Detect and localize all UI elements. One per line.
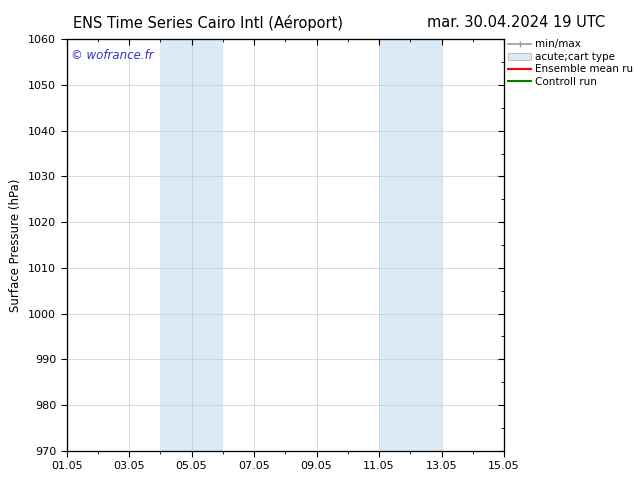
Legend: min/max, acute;cart type, Ensemble mean run, Controll run: min/max, acute;cart type, Ensemble mean … [508,39,634,87]
Text: mar. 30.04.2024 19 UTC: mar. 30.04.2024 19 UTC [427,15,605,30]
Text: ENS Time Series Cairo Intl (Aéroport): ENS Time Series Cairo Intl (Aéroport) [73,15,343,31]
Bar [379,39,441,451]
Text: © wofrance.fr: © wofrance.fr [71,49,153,63]
Y-axis label: Surface Pressure (hPa): Surface Pressure (hPa) [10,178,22,312]
Bar [160,39,223,451]
